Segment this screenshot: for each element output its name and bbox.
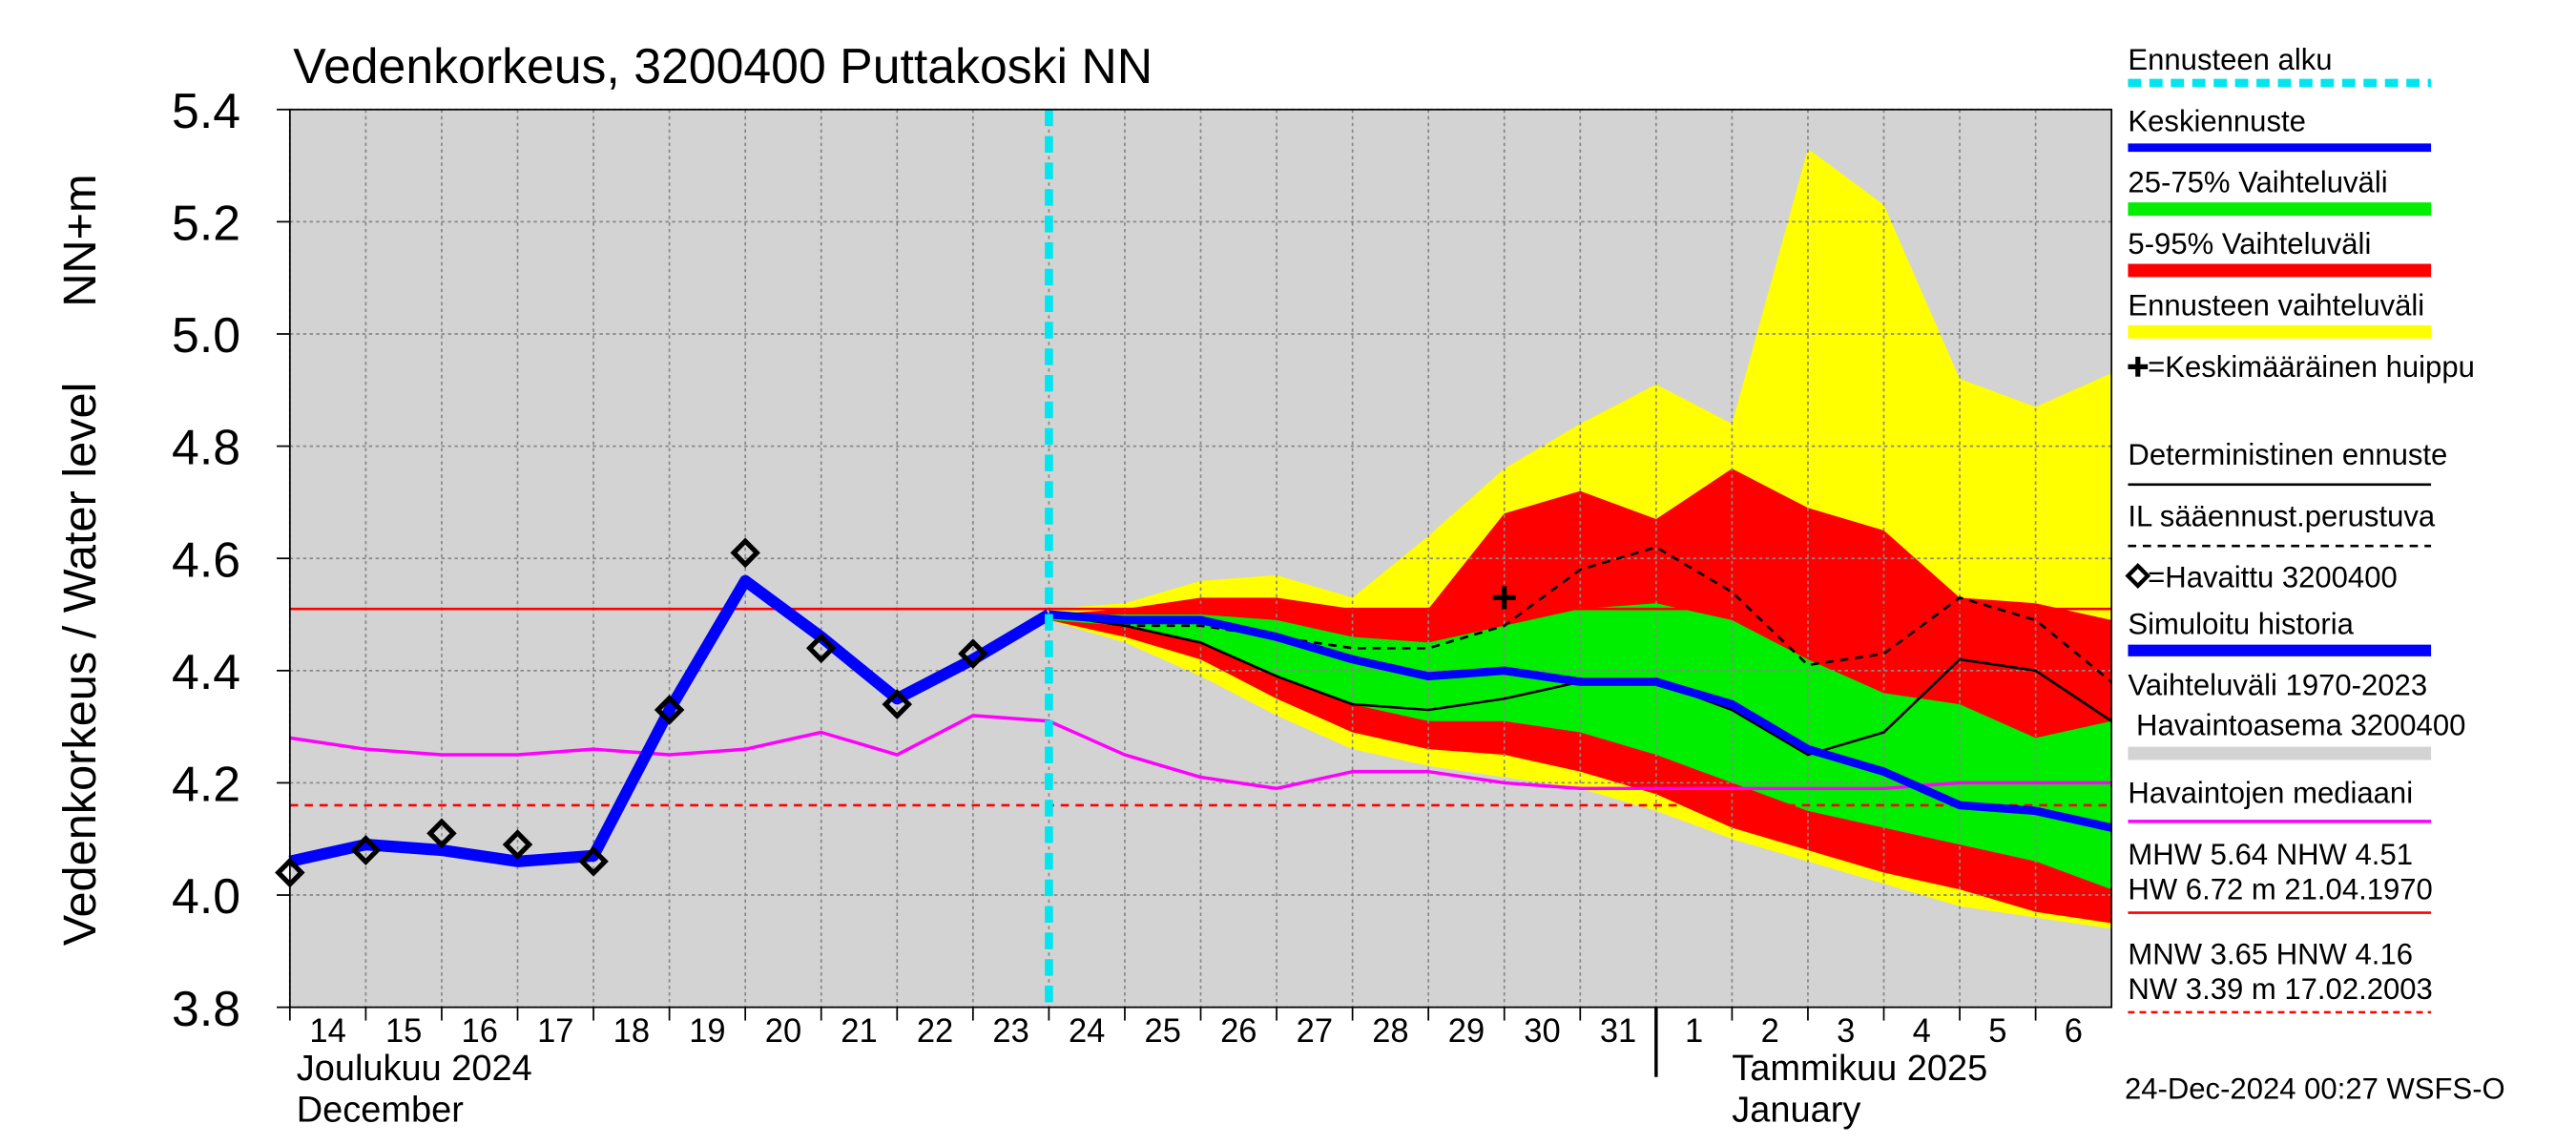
legend-label: HW 6.72 m 21.04.1970 (2128, 873, 2432, 906)
legend-label: 5-95% Vaihteluväli (2128, 227, 2371, 260)
observed-point (502, 829, 533, 860)
observed-point (882, 689, 913, 719)
x-tick-label: 15 (385, 1013, 422, 1050)
x-tick-label: 23 (992, 1013, 1028, 1050)
x-tick-label: 14 (309, 1013, 345, 1050)
x-tick-label: 5 (1988, 1013, 2006, 1050)
footer: 24-Dec-2024 00:27 WSFS-O (2125, 1072, 2505, 1105)
observed-point (730, 537, 760, 569)
month-label: Tammikuu 2025 (1732, 1048, 1987, 1089)
y-tick-label: 5.0 (172, 308, 240, 364)
month-label-en: January (1732, 1090, 1860, 1131)
x-tick-label: 24 (1069, 1013, 1105, 1050)
legend-label: MNW 3.65 HNW 4.16 (2128, 937, 2413, 970)
x-tick-label: 17 (537, 1013, 573, 1050)
legend-swatch (2125, 562, 2151, 589)
y-tick-label: 3.8 (172, 982, 240, 1037)
observed-point (654, 695, 685, 725)
x-tick-label: 28 (1372, 1013, 1408, 1050)
x-tick-label: 19 (689, 1013, 725, 1050)
x-tick-label: 1 (1685, 1013, 1703, 1050)
mean-peak (1492, 586, 1516, 610)
x-tick-label: 6 (2065, 1013, 2083, 1050)
y-tick-label: 4.8 (172, 421, 240, 476)
x-tick-label: 4 (1913, 1013, 1931, 1050)
y-tick-label: 5.2 (172, 196, 240, 251)
legend-swatch (2128, 356, 2149, 377)
x-tick-label: 26 (1220, 1013, 1257, 1050)
legend-label: MHW 5.64 NHW 4.51 (2128, 838, 2413, 871)
series-line (289, 714, 2112, 791)
y-tick-label: 4.0 (172, 869, 240, 925)
legend-label: 25-75% Vaihteluväli (2128, 166, 2387, 199)
y-tick-label: 4.6 (172, 532, 240, 588)
x-tick-label: 30 (1524, 1013, 1560, 1050)
legend-label: Keskiennuste (2128, 104, 2305, 137)
x-tick-label: 22 (917, 1013, 953, 1050)
x-tick-label: 16 (462, 1013, 498, 1050)
y-tick-label: 4.4 (172, 645, 240, 700)
x-tick-label: 2 (1761, 1013, 1779, 1050)
x-tick-label: 29 (1448, 1013, 1485, 1050)
x-tick-label: 25 (1145, 1013, 1181, 1050)
x-tick-label: 27 (1297, 1013, 1333, 1050)
series-line (288, 574, 1052, 867)
x-tick-label: 18 (613, 1013, 650, 1050)
legend-label: =Keskimääräinen huippu (2148, 350, 2475, 384)
observed-point (578, 845, 609, 877)
x-tick-label: 3 (1837, 1013, 1855, 1050)
y-tick-label: 4.2 (172, 757, 240, 812)
forecast-band (1049, 603, 2112, 890)
legend-label: =Havaittu 3200400 (2148, 561, 2398, 594)
month-label: Joulukuu 2024 (297, 1048, 532, 1089)
legend-label: Deterministinen ennuste (2128, 438, 2447, 471)
x-tick-label: 20 (765, 1013, 801, 1050)
legend-label: IL sääennust.perustuva (2128, 499, 2435, 532)
legend-label: Havaintoasema 3200400 (2136, 708, 2465, 741)
legend-label: Simuloitu historia (2128, 607, 2354, 640)
y-axis-label: Vedenkorkeus / Water level (54, 383, 106, 947)
y-tick-label: 5.4 (172, 84, 240, 139)
x-tick-label: 31 (1600, 1013, 1636, 1050)
x-tick-label: 21 (841, 1013, 877, 1050)
observed-point (426, 818, 457, 849)
month-label-en: December (297, 1090, 464, 1131)
observed-point (958, 638, 988, 670)
y-axis-unit: NN+m (54, 174, 106, 306)
series-line (1049, 610, 2113, 832)
legend-label: Ennusteen alku (2128, 43, 2332, 76)
legend-label: NW 3.39 m 17.02.2003 (2128, 972, 2432, 1006)
legend-label: Ennusteen vaihteluväli (2128, 288, 2424, 322)
legend-label: Havaintojen mediaani (2128, 777, 2413, 810)
chart-title: Vedenkorkeus, 3200400 Puttakoski NN (293, 39, 1153, 94)
observed-point (805, 633, 837, 664)
legend-label: Vaihteluväli 1970-2023 (2128, 669, 2427, 702)
observed-point (350, 835, 382, 865)
